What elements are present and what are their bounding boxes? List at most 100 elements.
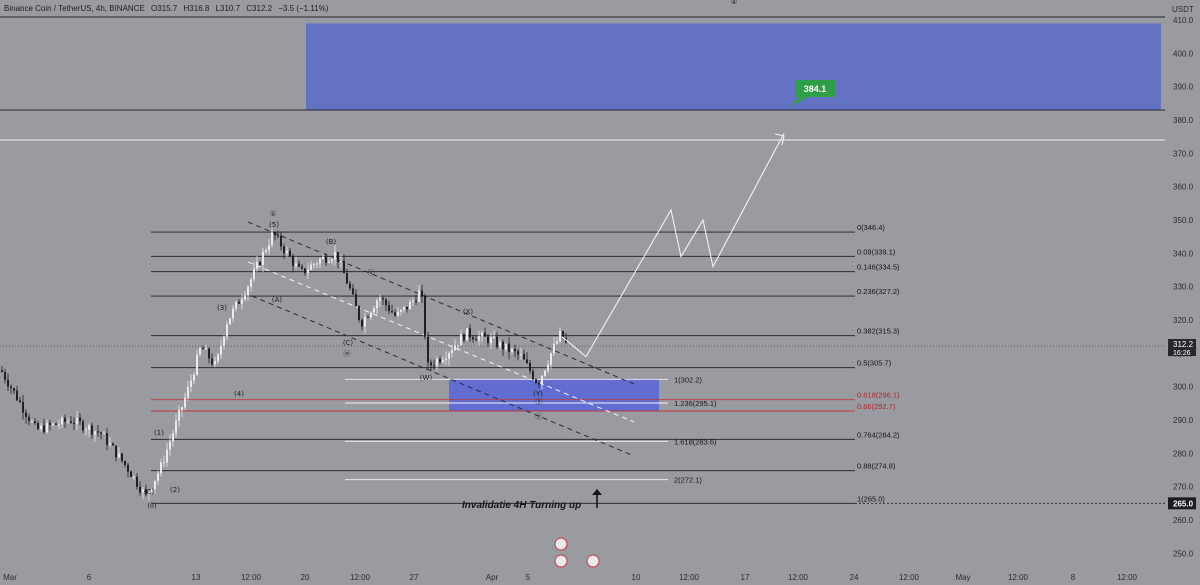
candle-down [130,471,132,478]
candle-down [202,348,204,350]
candle-up [400,309,402,312]
symbol-title[interactable]: Binance Coin / TetherUS, 4h, BINANCE [4,4,145,13]
candle-up [76,417,78,424]
candle-down [424,296,426,337]
fib-extension-label: 1(302.2) [674,375,702,384]
countdown-label: 16:26 [1173,350,1191,357]
candle-up [448,353,450,359]
candle-down [469,328,471,338]
candle-up [244,295,246,300]
candle-down [10,386,12,389]
candle-down [463,334,465,341]
candle-down [34,421,36,424]
price-tick-label: 330.0 [1173,283,1194,292]
candle-up [148,492,150,495]
candle-down [346,273,348,284]
price-tick-label: 260.0 [1173,516,1194,525]
time-tick-label: 8 [1071,573,1076,582]
target-zone [306,23,1161,111]
candle-down [106,433,108,445]
candle-up [214,361,216,365]
invalidation-arrow-head [592,489,602,495]
candle-up [232,308,234,319]
candle-down [274,232,276,236]
candle-up [52,423,54,425]
symbol-header: Binance Coin / TetherUS, 4h, BINANCE O31… [4,4,332,13]
candle-down [283,246,285,254]
candle-down [352,288,354,295]
candle-up [193,374,195,381]
fib-level-label: 0.09(339.1) [857,247,896,256]
candle-up [256,261,258,269]
zones-layer [306,23,1161,412]
candle-down [391,311,393,313]
invalidation-price-badge [1168,497,1196,510]
candle-down [37,423,39,429]
price-tick-label: 320.0 [1173,316,1194,325]
candle-up [118,453,120,458]
candle-up [169,441,171,450]
candle-down [484,332,486,337]
candle-up [313,264,315,266]
wave-label: ① [270,210,276,218]
candle-up [154,480,156,490]
candle-up [160,462,162,474]
time-tick-label: 12:00 [788,573,809,582]
time-tick-label: 27 [410,573,419,582]
candle-up [412,300,414,302]
candle-down [112,443,114,446]
candle-up [253,268,255,280]
candle-up [397,311,399,316]
candle-up [187,386,189,398]
candle-down [22,401,24,413]
candle-up [316,263,318,265]
candle-down [388,305,390,312]
candle-down [355,294,357,307]
wave-label: (ii) [147,502,157,510]
projection-layer [561,133,785,358]
candle-up [451,350,453,354]
candle-up [418,290,420,302]
candle-up [181,407,183,411]
candle-down [367,317,369,319]
us-flag-icon [586,554,600,568]
candle-up [481,332,483,337]
fib-extension-label: 1.236(295.1) [674,399,717,408]
candle-down [382,298,384,300]
wave-labels-layer: (ii) (C) (1) (2) (3) (4) (5) ① (A) (B) (C) ⓦ ⓧ (W) (X)… [144,0,737,510]
invalidation-label: Invalidatie 4H Turning up [462,500,581,511]
projection-path [561,133,785,358]
channel-mid-line [247,261,635,423]
candle-up [235,301,237,309]
candle-up [223,336,225,346]
ohlc-close: C312.2 [246,4,273,13]
candle-down [82,421,84,431]
candle-down [211,358,213,365]
price-tick-label: 280.0 [1173,449,1194,458]
candle-up [61,417,63,425]
candle-up [403,306,405,310]
candle-up [457,345,459,347]
candle-up [322,256,324,259]
candle-up [550,353,552,365]
candle-up [319,258,321,264]
time-tick-label: Apr [486,573,499,582]
candle-up [541,375,543,385]
candle-up [409,301,411,310]
wave-label: ④ [731,0,737,6]
candle-up [184,397,186,408]
candle-up [151,489,153,493]
candle-down [70,421,72,423]
candle-up [460,334,462,346]
candle-down [343,260,345,274]
candle-up [217,354,219,362]
candle-up [241,299,243,304]
candle-down [526,359,528,364]
channel-layer [247,221,635,457]
time-axis[interactable]: Mar 6 13 12:00 20 12:00 27 Apr 5 10 12:00 17 12:00 24… [3,573,1137,582]
fib-level-label: 1(265.0) [857,494,885,503]
candle-up [379,298,381,301]
current-price-label: 312.2 [1173,340,1194,349]
price-axis[interactable]: USDT250.0260.0270.0280.0290.0300.0310.03… [1168,5,1196,558]
